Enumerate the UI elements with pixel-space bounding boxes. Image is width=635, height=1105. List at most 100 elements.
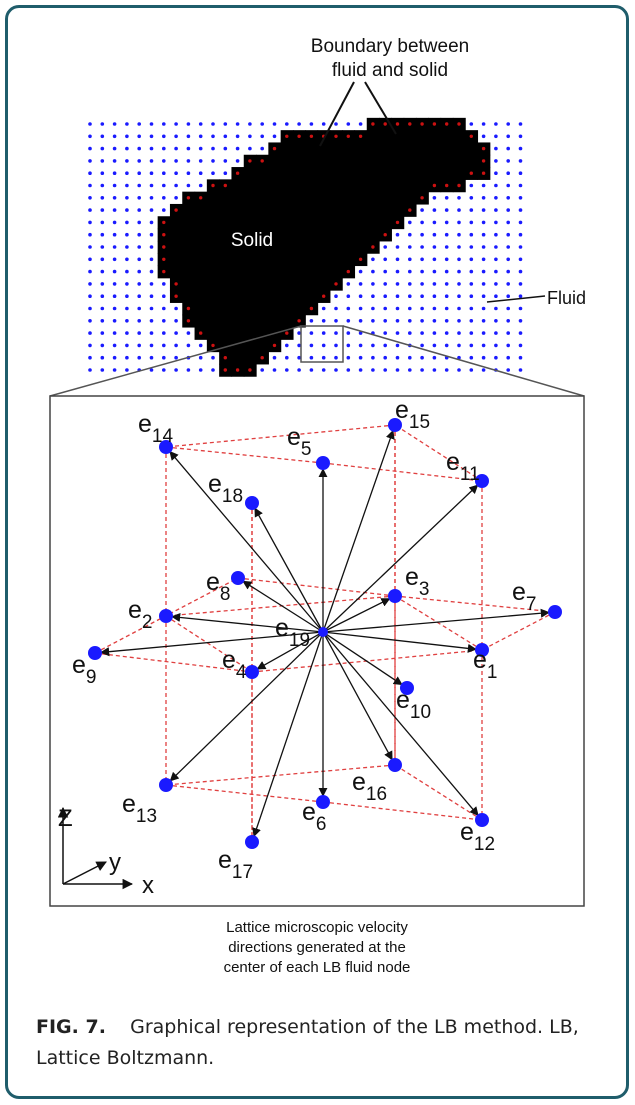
fluid-node (100, 269, 105, 274)
fluid-node (420, 208, 424, 212)
lattice-edge (165, 784, 324, 803)
boundary-node (186, 196, 191, 200)
fluid-node (235, 159, 240, 163)
fluid-node (321, 355, 326, 360)
fluid-node (198, 122, 203, 126)
fluid-node (444, 196, 449, 200)
fluid-node (162, 282, 166, 286)
boundary-node (186, 306, 191, 311)
fluid-node (162, 208, 166, 212)
node-label-e18: e18 (208, 470, 243, 507)
fluid-node (174, 171, 178, 175)
fluid-node (125, 146, 129, 151)
fluid-node (408, 257, 412, 262)
caption-text: Graphical representation of the LB metho… (36, 1016, 579, 1069)
fluid-node (100, 220, 105, 225)
fluid-node (198, 134, 203, 139)
fluid-node (494, 208, 498, 212)
fluid-node (408, 245, 412, 249)
node-label-e7: e7 (512, 578, 536, 615)
fluid-node (162, 171, 166, 175)
fluid-node (469, 245, 474, 249)
fluid-node (432, 368, 437, 372)
fluid-node (358, 269, 363, 274)
lattice-nodes (88, 418, 562, 849)
fluid-node (137, 122, 141, 126)
fluid-node (444, 331, 449, 335)
fluid-node (125, 331, 129, 335)
fluid-node (309, 319, 314, 323)
lattice-edge (237, 577, 396, 597)
fluid-node (383, 245, 388, 249)
fluid-node (481, 257, 486, 262)
fluid-node (494, 306, 498, 311)
fluid-node (88, 134, 92, 139)
fluid-node (371, 269, 375, 274)
fluid-node (457, 319, 461, 323)
fluid-label: Fluid (547, 288, 586, 308)
fluid-node (346, 306, 351, 311)
fluid-node (346, 331, 351, 335)
node-label-e8: e8 (206, 568, 230, 605)
axis-z-label: Z (58, 805, 73, 832)
lattice-edge (165, 446, 324, 464)
fluid-node (420, 257, 424, 262)
fluid-node (149, 343, 154, 348)
fluid-node (223, 122, 228, 126)
fluid-node (432, 282, 437, 286)
fluid-node (88, 306, 92, 311)
fluid-node (248, 134, 252, 139)
fluid-node (334, 122, 338, 126)
node-label-e19: e19 (275, 614, 310, 651)
boundary-node (211, 343, 215, 348)
fluid-node (518, 220, 523, 225)
fluid-node (88, 269, 92, 274)
fluid-node (137, 134, 141, 139)
fluid-node (395, 232, 400, 237)
axis-x-label: x (142, 872, 154, 899)
boundary-node (371, 245, 375, 249)
fluid-node (469, 183, 474, 188)
fluid-node (383, 282, 388, 286)
fluid-node (100, 208, 105, 212)
fluid-node (125, 282, 129, 286)
fluid-pointer (486, 295, 546, 303)
lattice-edge (322, 462, 483, 482)
fluid-node (112, 282, 117, 286)
fluid-node (272, 134, 277, 139)
lattice-node-e13 (159, 778, 173, 792)
node-label-e9: e9 (72, 651, 96, 688)
fluid-node (358, 294, 363, 299)
lattice-node-e19 (318, 627, 328, 637)
fluid-node (321, 331, 326, 335)
fluid-node (457, 343, 461, 348)
fluid-node (162, 196, 166, 200)
boundary-node (174, 294, 178, 298)
fluid-node (469, 319, 474, 323)
lattice-edge (394, 595, 556, 613)
fluid-node (469, 306, 474, 311)
fluid-node (211, 355, 215, 360)
fluid-node (174, 122, 178, 126)
lattice-node-e15 (388, 418, 402, 432)
boundary-pointer-right (364, 81, 397, 135)
fluid-node (112, 343, 117, 348)
caption-label: FIG. 7. (36, 1016, 106, 1038)
boundary-node (457, 183, 461, 188)
fluid-node (149, 257, 154, 262)
fluid-node (223, 159, 228, 163)
fluid-node (112, 319, 117, 323)
fluid-node (125, 319, 129, 323)
fluid-node (198, 159, 203, 163)
fluid-node (518, 183, 523, 188)
fluid-node (358, 122, 363, 126)
fluid-node (211, 159, 215, 163)
fluid-node (112, 368, 117, 372)
fluid-node (469, 269, 474, 274)
fluid-node (88, 159, 92, 163)
fluid-node (235, 134, 240, 139)
fluid-node (88, 343, 92, 348)
fluid-node (186, 146, 191, 151)
node-label-e6: e6 (302, 798, 326, 835)
fluid-node (383, 343, 388, 348)
